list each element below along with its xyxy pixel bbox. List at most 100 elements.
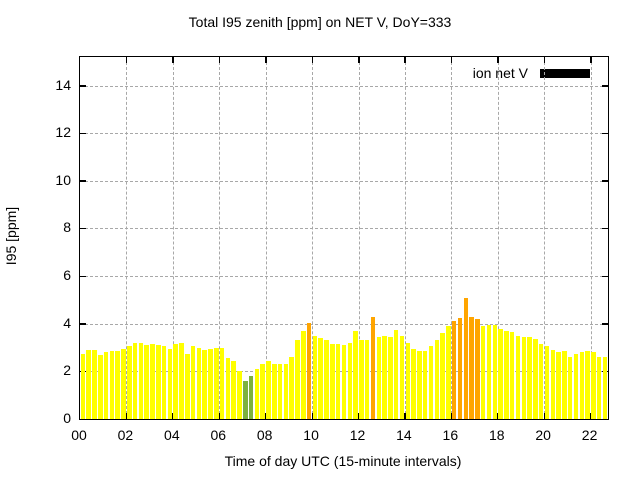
i95-bar: [254, 369, 260, 419]
i95-bar: [266, 360, 271, 419]
x-tick-label: 18: [488, 427, 505, 443]
i95-bar: [132, 342, 138, 419]
i95-bar: [330, 343, 335, 419]
i95-bar: [103, 352, 109, 419]
i95-bar: [138, 342, 144, 419]
y-tick-mark: [80, 180, 86, 182]
i95-bar: [521, 336, 527, 419]
x-tick-mark: [590, 413, 592, 419]
x-gridline: [312, 57, 314, 419]
i95-bar: [411, 348, 416, 419]
y-tick-mark: [80, 275, 86, 278]
x-gridline: [126, 57, 128, 419]
i95-bar: [602, 357, 608, 419]
i95-bar: [370, 316, 376, 419]
i95-bar: [562, 351, 567, 419]
i95-bar: [295, 340, 300, 419]
i95-bar: [98, 354, 103, 419]
i95-bar: [127, 346, 132, 419]
i95-bar: [248, 376, 254, 419]
i95-bar: [167, 348, 173, 419]
x-tick-label: 08: [256, 427, 273, 443]
legend-swatch: [540, 68, 590, 78]
x-gridline: [172, 57, 174, 419]
x-tick-label: 10: [303, 427, 319, 443]
i95-bar: [388, 336, 393, 419]
y-tick-mark: [602, 180, 608, 182]
x-tick-mark: [218, 413, 221, 419]
i95-bar: [347, 342, 352, 419]
i95-bar: [214, 347, 219, 419]
x-tick-mark: [358, 57, 360, 63]
i95-bar: [277, 364, 283, 419]
plot-area: ion net V: [79, 56, 609, 420]
i95-bar: [382, 335, 387, 419]
i95-bar: [92, 349, 97, 419]
i95-bar: [538, 343, 544, 419]
i95-bar: [509, 332, 515, 419]
y-tick-label: 6: [63, 267, 71, 284]
x-tick-label: 04: [164, 427, 180, 443]
x-gridline: [451, 57, 453, 419]
x-gridline: [358, 57, 360, 419]
y-tick-label: 0: [63, 410, 71, 426]
i95-bar: [359, 340, 364, 419]
y-tick-mark: [80, 323, 86, 325]
i95-bar: [156, 345, 161, 419]
y-tick-label: 4: [63, 314, 71, 331]
y-tick-mark: [80, 85, 86, 87]
i95-bar: [219, 347, 225, 419]
x-gridline: [590, 57, 592, 419]
y-tick-label: 14: [55, 76, 71, 93]
x-tick-label: 16: [442, 427, 459, 443]
x-tick-label: 00: [71, 427, 87, 443]
i95-bar: [434, 340, 440, 419]
i95-bar: [202, 349, 207, 419]
i95-bar: [109, 351, 115, 419]
i95-bar: [225, 358, 231, 419]
i95-bar: [173, 343, 178, 419]
x-tick-mark: [311, 413, 314, 419]
i95-bar: [208, 348, 213, 419]
y-tick-label: 12: [55, 124, 71, 141]
i95-bar: [341, 345, 347, 419]
i95-bar: [306, 322, 312, 419]
x-gridline: [544, 57, 546, 419]
i95-bar: [243, 380, 248, 419]
i95-bar: [486, 324, 492, 419]
i95-bar: [318, 338, 323, 419]
i95-bar: [463, 297, 469, 419]
i95-bar: [179, 342, 184, 419]
x-tick-mark: [265, 413, 267, 419]
x-tick-mark: [125, 413, 128, 419]
i95-bar: [150, 343, 155, 419]
x-tick-mark: [172, 57, 174, 63]
y-tick-label: 10: [55, 171, 71, 188]
i95-bar: [480, 326, 486, 419]
i95-bar: [335, 343, 341, 419]
x-tick-mark: [311, 57, 314, 63]
y-axis-label: I95 [ppm]: [3, 206, 19, 266]
x-tick-mark: [218, 57, 221, 63]
x-tick-label: 12: [349, 427, 366, 443]
i95-bar: [283, 364, 289, 419]
y-tick-mark: [80, 227, 86, 230]
i95-bar: [121, 348, 126, 419]
x-tick-label: 14: [396, 427, 412, 443]
i95-bar: [446, 326, 451, 419]
y-tick-mark: [80, 132, 86, 135]
i95-bar: [585, 351, 590, 419]
x-tick-mark: [404, 413, 406, 419]
y-tick-mark: [602, 132, 608, 135]
i95-bar: [591, 352, 596, 419]
i95-bar: [312, 335, 318, 419]
i95-bar: [504, 330, 509, 419]
y-gridline: [80, 276, 608, 278]
x-tick-mark: [543, 57, 546, 63]
i95-bar: [556, 352, 561, 419]
x-tick-mark: [497, 57, 499, 63]
i95-bar: [289, 357, 294, 419]
x-tick-mark: [543, 413, 546, 419]
y-gridline: [80, 180, 608, 182]
x-gridline: [404, 57, 406, 419]
